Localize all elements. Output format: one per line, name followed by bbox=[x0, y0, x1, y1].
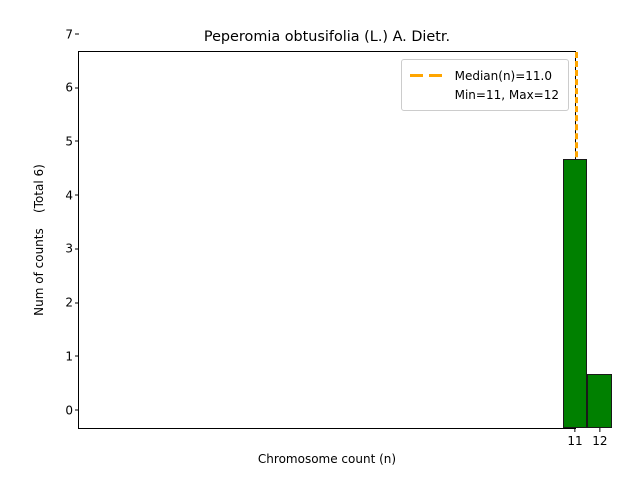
y-axis-tick-label: 4 bbox=[65, 188, 73, 203]
y-axis-tick-label: 7 bbox=[65, 27, 73, 41]
x-axis-label: Chromosome count (n) bbox=[257, 452, 397, 466]
y-axis-tick-label: 5 bbox=[65, 134, 73, 149]
y-axis-tick-mark bbox=[75, 248, 79, 250]
plot-area: Median(n)=11.0 Min=11, Max=12 0 1 2 3 4 5 6 7 11… bbox=[65, 27, 613, 448]
x-axis-tick-label: 12 bbox=[592, 434, 608, 448]
y-axis-tick: 4 bbox=[65, 185, 79, 204]
y-axis-label-text: Num of counts (Total 6) bbox=[31, 164, 46, 316]
legend-item-label: Median(n)=11.0 bbox=[454, 68, 552, 83]
y-axis-tick: 7 bbox=[65, 24, 79, 43]
x-axis-tick: 11 bbox=[567, 428, 583, 448]
y-axis-label: Num of counts (Total 6) bbox=[30, 51, 47, 429]
legend-item: Min=11, Max=12 bbox=[410, 85, 559, 104]
y-axis-tick: 2 bbox=[65, 292, 79, 311]
y-axis-tick: 6 bbox=[65, 77, 79, 96]
y-axis-tick: 3 bbox=[65, 238, 79, 257]
x-axis-tick-mark bbox=[599, 428, 601, 432]
y-axis-tick: 1 bbox=[65, 346, 79, 365]
y-axis-tick-label: 2 bbox=[65, 295, 73, 310]
y-axis-tick-mark bbox=[75, 194, 79, 196]
y-axis-tick-mark bbox=[75, 33, 79, 35]
bar bbox=[562, 159, 588, 428]
y-axis-tick-mark bbox=[75, 355, 79, 357]
y-axis-tick-mark bbox=[75, 302, 79, 304]
y-axis-tick-mark bbox=[75, 409, 79, 411]
y-axis-tick-label: 0 bbox=[65, 403, 73, 417]
legend-item-label: Min=11, Max=12 bbox=[454, 87, 559, 102]
y-axis-tick: 0 bbox=[65, 400, 79, 419]
x-axis-tick-mark bbox=[574, 428, 576, 432]
bar bbox=[587, 374, 613, 428]
page-title: Peperomia obtusifolia (L.) A. Dietr. bbox=[203, 29, 451, 45]
y-axis-tick-mark bbox=[75, 87, 79, 89]
x-axis-tick-label: 11 bbox=[567, 434, 583, 448]
legend-item: Median(n)=11.0 bbox=[409, 66, 559, 85]
y-axis-tick-label: 1 bbox=[65, 349, 73, 364]
y-axis-tick-label: 6 bbox=[65, 80, 73, 95]
y-axis-tick-mark bbox=[75, 140, 79, 142]
x-axis-tick: 12 bbox=[592, 428, 608, 448]
median-line-swatch-icon bbox=[409, 70, 446, 82]
y-axis-tick-label: 3 bbox=[65, 241, 73, 256]
y-axis-tick: 5 bbox=[65, 131, 79, 150]
legend: Median(n)=11.0 Min=11, Max=12 bbox=[400, 59, 569, 111]
